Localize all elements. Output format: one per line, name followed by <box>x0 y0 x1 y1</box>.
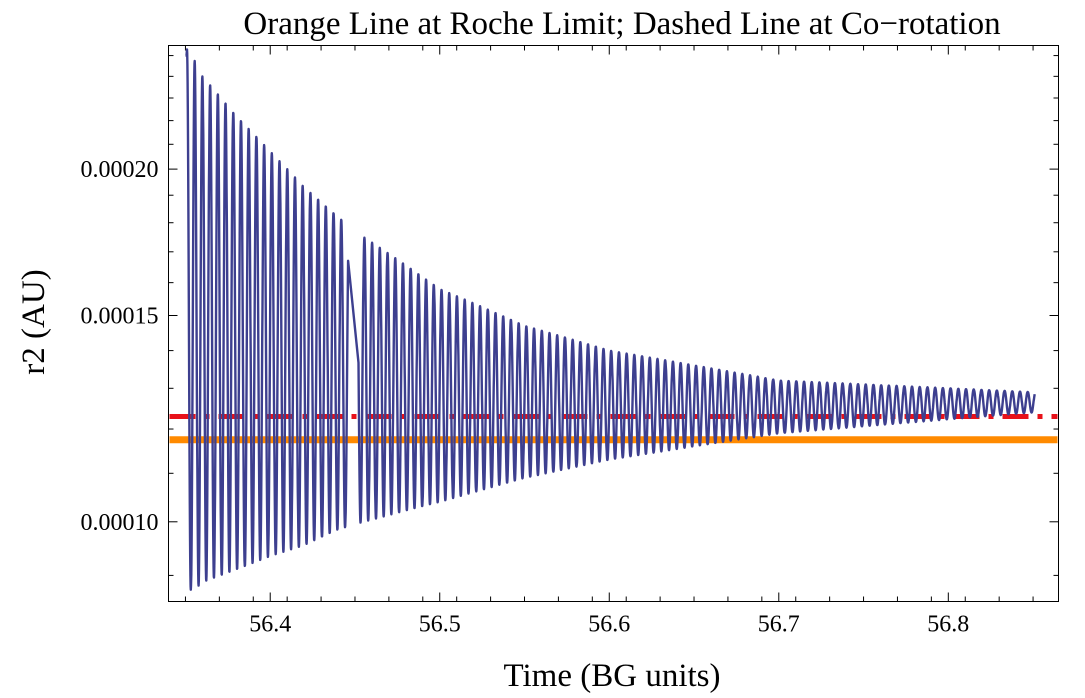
x-tick-label: 56.8 <box>927 612 969 638</box>
series-line-r2 <box>185 48 1036 591</box>
y-tick-label: 0.00020 <box>81 157 159 183</box>
x-tick-label: 56.6 <box>588 612 630 638</box>
y-tick-label: 0.00010 <box>81 510 159 536</box>
plot-frame <box>168 45 1059 602</box>
tick-labels: 56.4 56.5 56.6 56.7 56.8 0.00010 0.00015 0.0002… <box>81 157 970 637</box>
axis-ticks <box>168 45 1059 602</box>
y-tick-label: 0.00015 <box>81 303 159 329</box>
y-axis-label: r2 (AU) <box>16 269 52 374</box>
x-tick-label: 56.5 <box>419 612 461 638</box>
x-tick-label: 56.7 <box>758 612 800 638</box>
x-tick-label: 56.4 <box>249 612 291 638</box>
x-axis-label: Time (BG units) <box>504 658 721 694</box>
chart-title: Orange Line at Roche Limit; Dashed Line … <box>243 6 1000 42</box>
